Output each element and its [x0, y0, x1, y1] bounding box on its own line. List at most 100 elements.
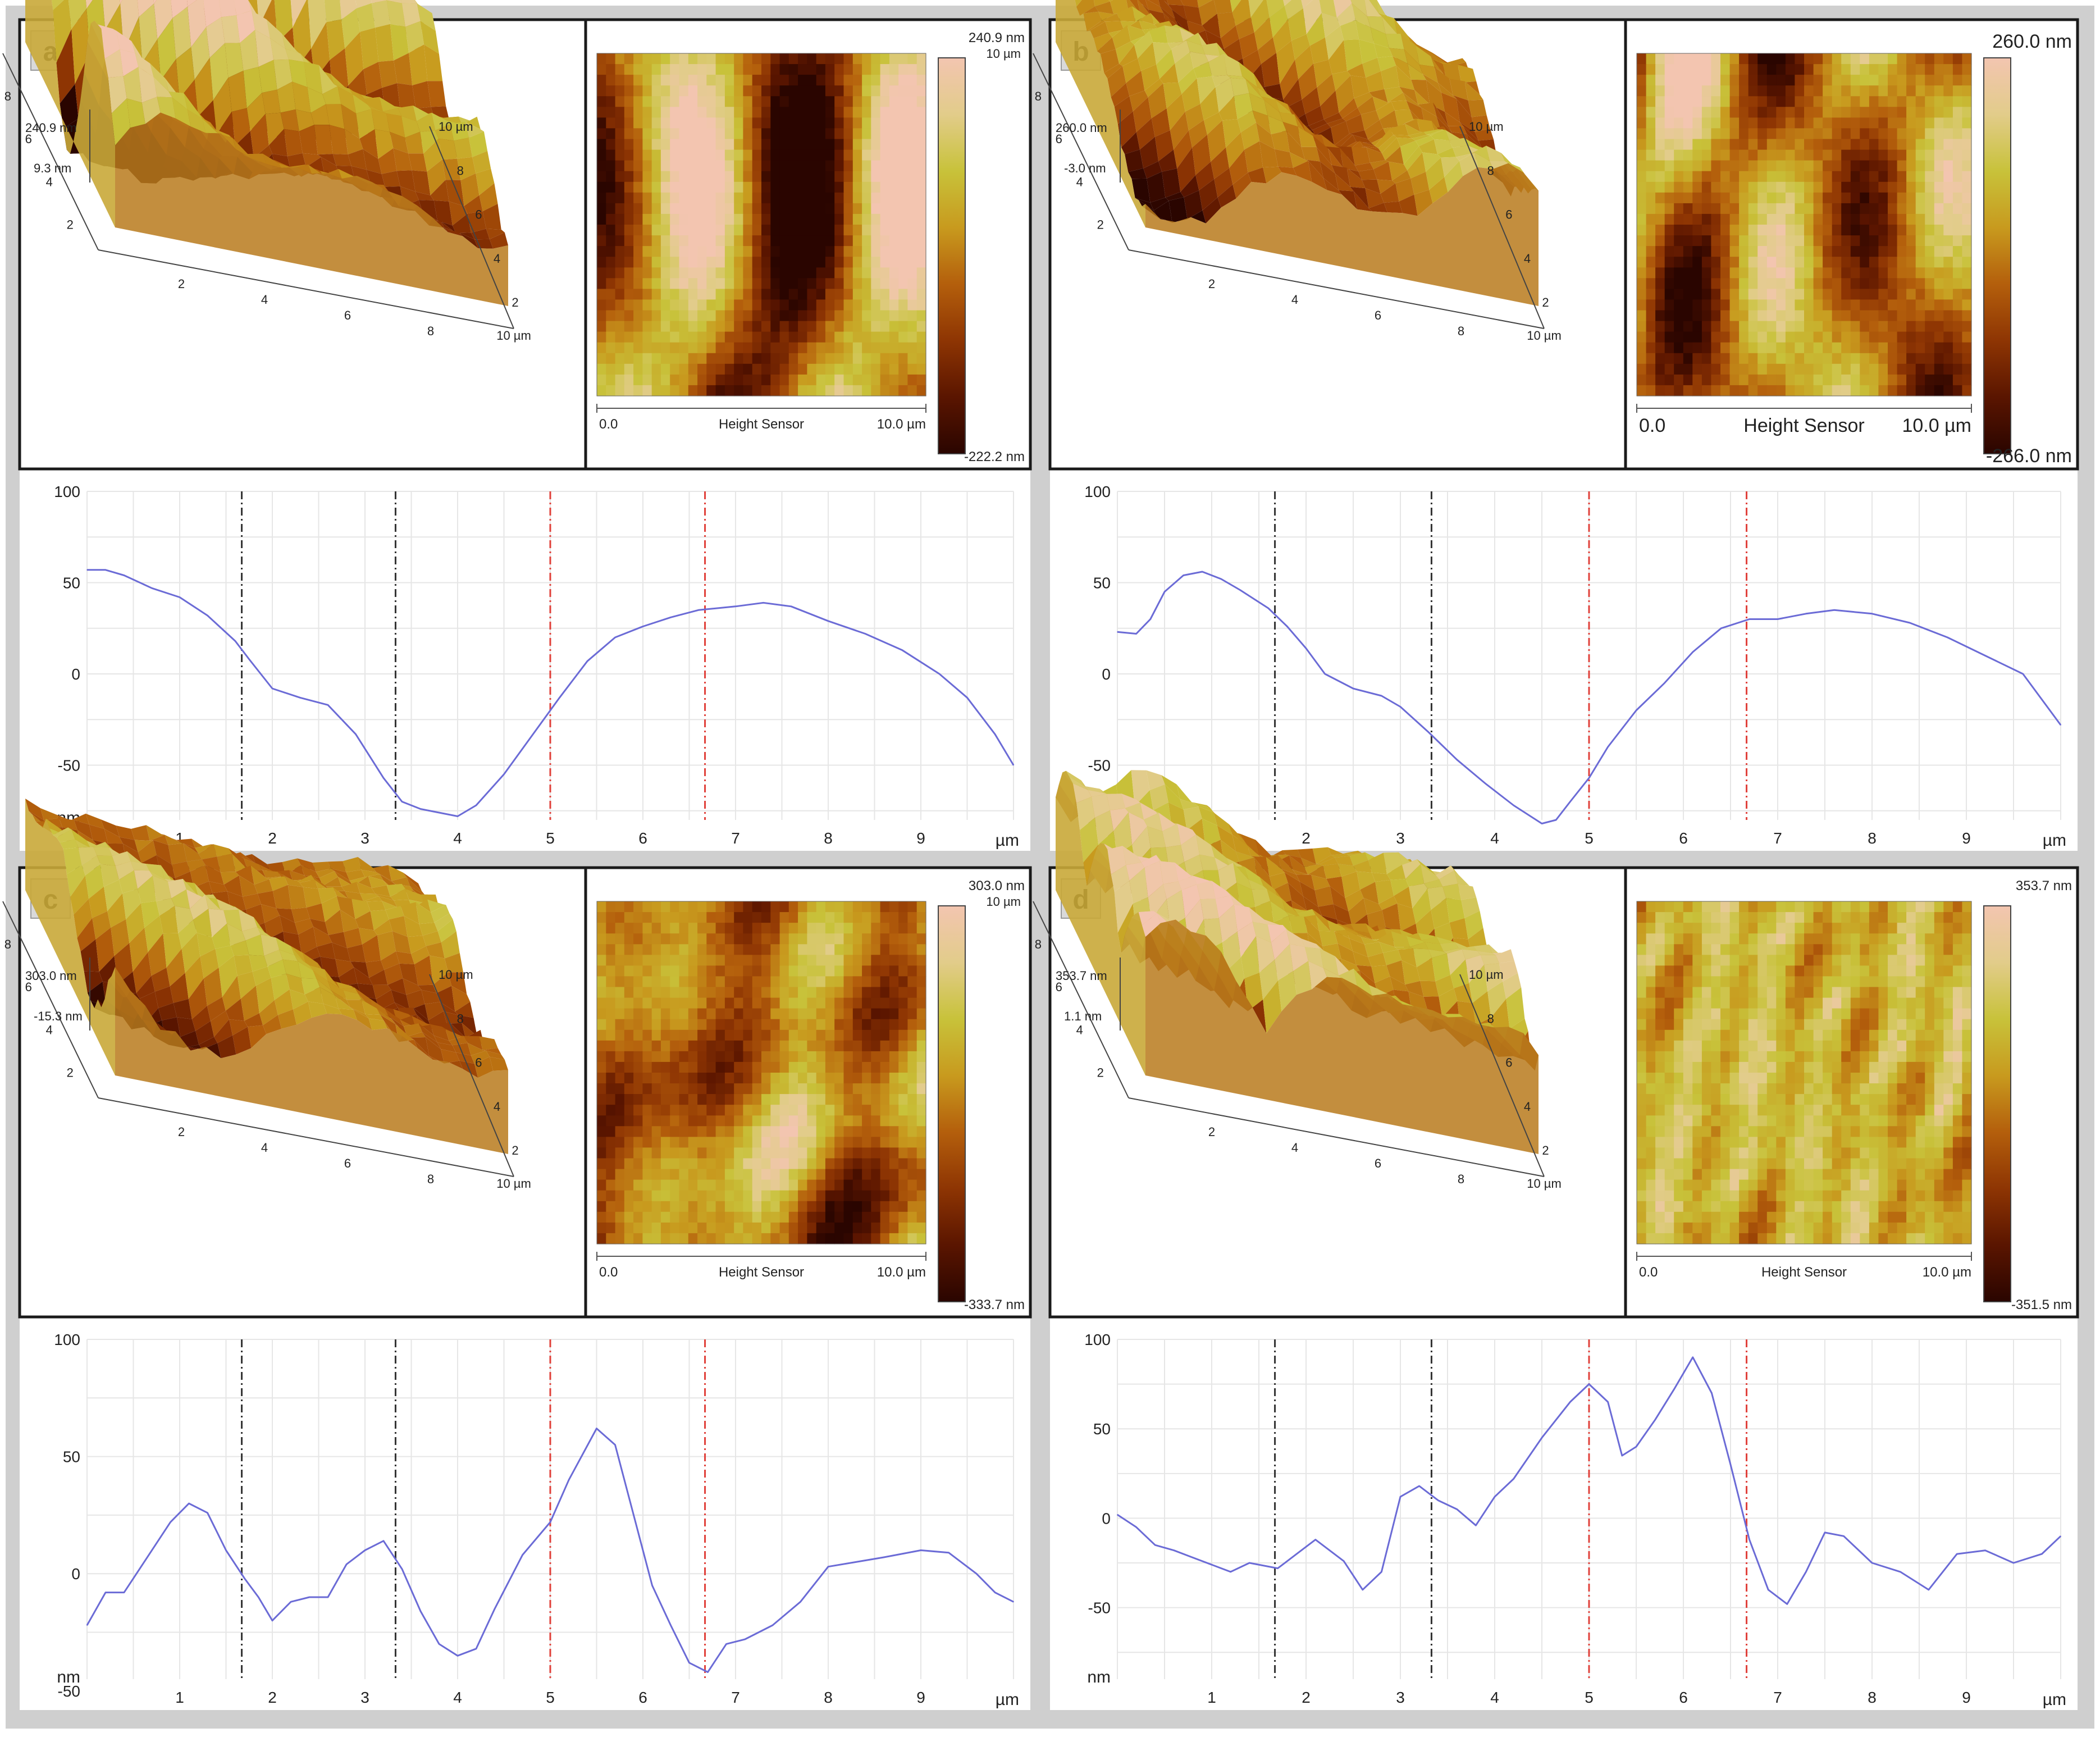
heightmap-cell	[1906, 289, 1916, 300]
heightmap-cell	[706, 289, 716, 300]
heightmap-cell	[1646, 214, 1656, 225]
profile-y-tick: 50	[1093, 575, 1111, 592]
heightmap-cell	[789, 75, 798, 86]
heightmap-cell	[1655, 375, 1665, 386]
heightmap-cell	[907, 267, 917, 279]
heightmap-cell	[1888, 257, 1897, 268]
profile-x-tick: 7	[731, 829, 740, 847]
heightmap-cell	[807, 944, 816, 955]
heightmap-cell	[1776, 257, 1786, 268]
heightmap-cell	[642, 353, 652, 364]
heightmap-cell	[1749, 311, 1758, 322]
heightmap-cell	[1683, 171, 1693, 183]
heightmap-cell	[1795, 364, 1804, 375]
heightmap-cell	[661, 161, 670, 172]
heightmap-cell	[789, 998, 798, 1009]
heightmap-cell	[1851, 53, 1860, 65]
heightmap-cell	[1814, 193, 1823, 204]
heightmap-cell	[1767, 161, 1777, 172]
heightmap-cell	[844, 257, 853, 268]
heightmap-cell	[1814, 375, 1823, 386]
heightmap-cell	[679, 96, 689, 107]
heightmap-cell	[706, 944, 716, 955]
heightmap-cell	[807, 375, 816, 386]
heightmap-cell	[606, 75, 615, 86]
heightmap-cell	[716, 117, 725, 129]
heightmap-cell	[1906, 117, 1916, 129]
heightmap-cell	[624, 289, 634, 300]
heightmap-cell	[880, 998, 890, 1009]
heightmap-cell	[606, 343, 615, 354]
heightmap-cell	[725, 901, 734, 913]
heightmap-cell	[1776, 161, 1786, 172]
heightmap-cell	[1916, 139, 1925, 151]
heightmap-cell	[1776, 214, 1786, 225]
heightmap-cell	[734, 203, 743, 215]
heightmap-cell	[743, 85, 752, 97]
heightmap-cell	[889, 53, 899, 65]
heightmap-cell	[1888, 150, 1897, 161]
heightmap-cell	[1832, 332, 1842, 343]
heightmap-cell	[862, 299, 871, 311]
heightmap-cell	[1749, 107, 1758, 118]
heightmap-cell	[1823, 246, 1832, 257]
heightmap-cell	[615, 385, 625, 396]
heightmap-cell	[780, 321, 789, 332]
heightmap-cell	[725, 235, 734, 247]
surface-right-tick: 10 µm	[439, 968, 473, 982]
heightmap-cell	[1757, 364, 1767, 375]
heightmap-cell	[917, 182, 926, 193]
heightmap-cell	[670, 912, 679, 923]
heightmap-cell	[670, 944, 679, 955]
profile-point	[1485, 783, 1486, 784]
heightmap-cell	[706, 385, 716, 396]
heightmap-cell	[871, 923, 880, 934]
heightmap-cell	[1692, 267, 1702, 279]
heightmap-cell	[1776, 182, 1786, 193]
heightmap-cell	[1637, 257, 1646, 268]
heightmap-cell	[597, 364, 606, 375]
heightmap-cell	[743, 353, 752, 364]
heightmap-cell	[789, 107, 798, 118]
heightmap-cell	[688, 385, 698, 396]
heightmap-cell	[1767, 150, 1777, 161]
heightmap-cell	[853, 267, 862, 279]
heightmap-cell	[1962, 75, 1971, 86]
heightmap-cell	[1786, 278, 1795, 289]
heightmap-cell	[1925, 311, 1934, 322]
heightmap-cell	[889, 321, 899, 332]
heightmap-cell	[844, 353, 853, 364]
heightmap-cell	[917, 257, 926, 268]
heightmap-cell	[880, 332, 890, 343]
heightmap-cell	[624, 923, 634, 934]
heightmap-cell	[1906, 321, 1916, 332]
heightmap-cell	[624, 214, 634, 225]
profile-y-tick: 0	[71, 665, 80, 683]
heightmap-cell	[615, 933, 625, 945]
heightmap-cell	[889, 246, 899, 257]
heightmap-cell	[1646, 299, 1656, 311]
heightmap-cell	[679, 161, 689, 172]
heightmap-cell	[862, 161, 871, 172]
heightmap-cell	[1888, 364, 1897, 375]
surface-bottom-tick: 6	[1375, 308, 1381, 322]
heightmap-cell	[917, 128, 926, 139]
heightmap-cell	[1906, 332, 1916, 343]
heightmap-cell	[1720, 353, 1730, 364]
heightmap-cell	[642, 933, 652, 945]
heightmap-cell	[871, 161, 880, 172]
heightmap-x-end: 10.0 µm	[1902, 415, 1971, 436]
heightmap-cell	[1841, 353, 1851, 364]
heightmap-cell	[1832, 225, 1842, 236]
heightmap-cell	[798, 150, 807, 161]
heightmap-cell	[898, 171, 908, 183]
heightmap-cell	[907, 85, 917, 97]
heightmap-cell	[1814, 75, 1823, 86]
heightmap-cell	[1683, 289, 1693, 300]
heightmap-cell	[834, 257, 844, 268]
heightmap-cell	[1749, 182, 1758, 193]
heightmap-cell	[1916, 246, 1925, 257]
heightmap-cell	[1637, 193, 1646, 204]
heightmap-cell	[1925, 75, 1934, 86]
heightmap-cell	[1767, 299, 1777, 311]
